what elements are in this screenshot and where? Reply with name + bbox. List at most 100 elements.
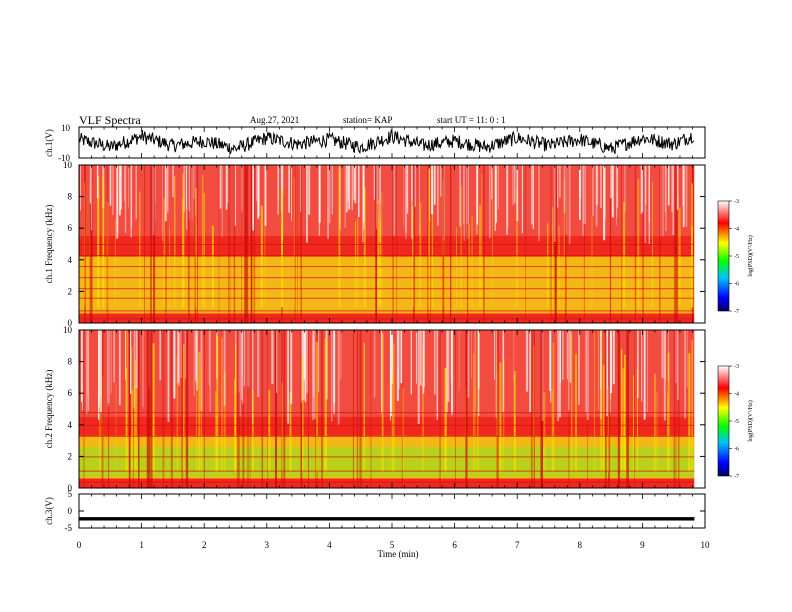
spectrogram-streak — [478, 330, 480, 389]
spectrogram-streak — [275, 330, 277, 488]
spectrogram-streak — [616, 165, 618, 219]
spectrogram-streak — [142, 330, 144, 408]
spectrogram-streak — [610, 330, 612, 394]
colorbar-tick-label: -3 — [734, 199, 739, 205]
spectrogram-streak — [87, 330, 89, 396]
spectrogram-streak — [82, 330, 83, 411]
spectrogram-streak — [304, 330, 307, 402]
spectrogram-streak — [434, 330, 436, 395]
time-tick-label: 0 — [77, 540, 82, 550]
colorbar-tick-label: -6 — [734, 447, 739, 453]
spectrogram-streak — [114, 218, 116, 308]
colorbar-tick-label: -4 — [734, 392, 739, 398]
spectrogram-streak — [91, 165, 93, 230]
spectrogram-streak — [96, 165, 99, 199]
spectrogram-streak — [257, 330, 260, 397]
spectrogram-streak — [276, 330, 278, 393]
ch1-waveform-trace — [78, 128, 695, 156]
spectrogram-streak — [600, 165, 602, 208]
ch1-spectrogram-panel: 0 2 4 6 8 10 ch.1 Frequency (kHz) — [44, 160, 706, 328]
spectrogram-streak — [264, 170, 266, 308]
spectrogram-streak — [543, 392, 546, 473]
spectrogram-streak — [180, 330, 182, 378]
spectrogram-streak — [373, 330, 376, 398]
spectrogram-streak — [130, 165, 132, 238]
spectrogram-streak — [283, 330, 286, 488]
spectrogram-ytick-label: 2 — [68, 286, 73, 296]
spectrogram-streak — [607, 386, 609, 473]
spectrogram-streak — [550, 330, 552, 403]
spectrogram-streak — [308, 165, 311, 215]
spectrogram-streak — [398, 330, 400, 389]
spectrogram-streak — [513, 330, 515, 382]
spectrogram-streak — [541, 330, 543, 488]
spectrogram-streak — [302, 330, 305, 400]
spectrogram-streak — [181, 330, 184, 488]
spectrogram-streak — [568, 330, 570, 411]
spectrogram-line — [79, 456, 695, 458]
spectrogram-streak — [609, 330, 611, 414]
spectrogram-streak — [533, 330, 535, 488]
spectrogram-streak — [216, 336, 219, 473]
spectrogram-streak — [476, 165, 478, 234]
spectrogram-streak — [691, 340, 693, 473]
spectrogram-streak — [363, 342, 365, 473]
spectrogram-streak — [549, 330, 552, 391]
ch3-waveform-frame — [78, 493, 706, 529]
spectrogram-ytick-label: 8 — [68, 357, 73, 367]
spectrogram-streak — [433, 165, 436, 205]
spectrogram-streak — [302, 356, 304, 473]
spectrogram-streak — [502, 330, 505, 413]
spectrogram-ytick-label: 6 — [68, 223, 73, 233]
spectrogram-streak — [318, 330, 320, 393]
ch2-colorbar: -3 -4 -5 -6 -7 log(PSD)(V²/Hz) — [717, 364, 754, 480]
spectrogram-streak — [671, 165, 673, 213]
spectrogram-streak — [622, 368, 625, 473]
spectrogram-streak — [532, 165, 534, 229]
spectrogram-line — [79, 435, 695, 437]
spectrogram-streak — [401, 388, 404, 473]
spectrogram-streak — [227, 165, 229, 204]
spectrogram-streak — [275, 330, 278, 488]
spectrogram-streak — [677, 195, 679, 308]
time-tick-label: 4 — [327, 540, 332, 550]
spectrogram-streak — [340, 330, 342, 380]
time-tick-label: 8 — [578, 540, 583, 550]
spectrogram-streak — [392, 343, 395, 473]
spectrogram-streak — [131, 346, 133, 473]
spectrogram-streak — [471, 330, 472, 379]
spectrogram-streak — [595, 165, 599, 205]
spectrogram-streak — [557, 165, 559, 208]
spectrogram-streak — [134, 360, 136, 473]
ch1-colorbar: -3 -4 -5 -6 -7 log(PSD)(V²/Hz) — [717, 199, 754, 315]
spectrogram-streak — [290, 330, 293, 404]
spectrogram-streak — [112, 165, 114, 216]
spectrogram-streak — [644, 165, 647, 205]
spectrogram-streak — [352, 330, 354, 488]
spectrogram-streak — [101, 375, 104, 473]
spectrogram-streak — [109, 165, 112, 206]
spectrogram-streak — [377, 213, 379, 308]
spectrogram-streak — [605, 330, 607, 488]
spectrogram-streak — [119, 165, 121, 216]
spectrogram-streak — [594, 333, 595, 473]
spectrogram-streak — [300, 330, 302, 488]
spectrogram-streak — [417, 330, 420, 424]
spectrogram-streak — [379, 165, 381, 243]
spectrogram-streak — [391, 330, 394, 384]
spectrogram-streak — [403, 165, 405, 228]
spectrogram-streak — [116, 165, 119, 239]
spectrogram-streak — [238, 330, 240, 488]
spectrogram-streak — [348, 165, 351, 210]
spectrogram-ytick-label: 2 — [68, 451, 73, 461]
spectrogram-streak — [308, 330, 309, 488]
time-axis-label: Time (min) — [378, 549, 419, 559]
colorbar-tick-label: -7 — [734, 474, 739, 480]
spectrogram-streak — [529, 330, 532, 413]
spectrogram-streak — [460, 186, 462, 308]
spectrogram-streak — [128, 330, 131, 488]
spectrogram-streak — [138, 330, 140, 488]
spectrogram-streak — [563, 179, 566, 308]
spectrogram-streak — [184, 330, 187, 379]
spectrogram-streak — [252, 390, 254, 473]
